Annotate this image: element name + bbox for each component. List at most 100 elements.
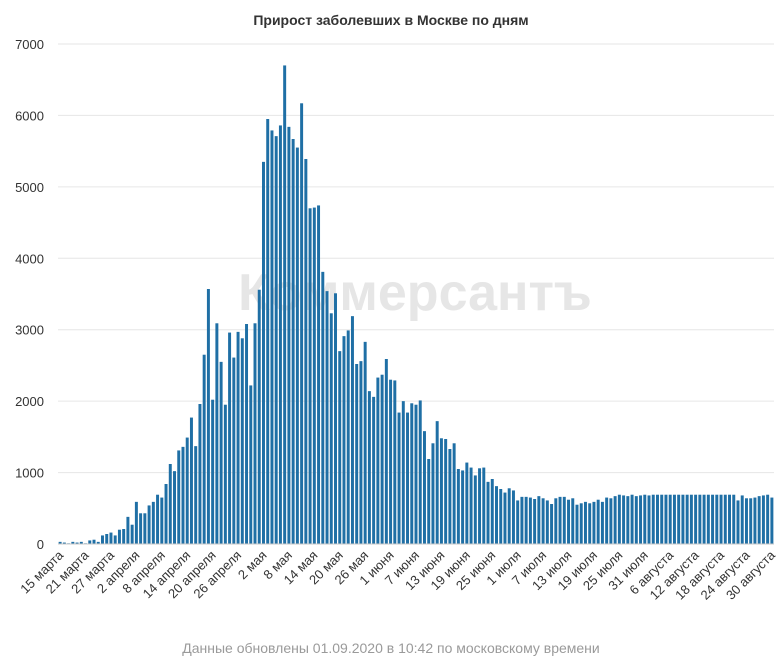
bar[interactable] [359,361,363,544]
bar[interactable] [88,540,92,544]
bar[interactable] [723,494,727,544]
bar[interactable] [528,497,532,544]
bar[interactable] [643,494,647,544]
bar[interactable] [698,494,702,544]
bar[interactable] [304,159,308,544]
bar[interactable] [744,498,748,544]
bar[interactable] [312,207,316,544]
bar[interactable] [223,404,227,544]
bar[interactable] [206,289,210,544]
bar[interactable] [486,481,490,544]
bar[interactable] [689,494,693,544]
bar[interactable] [62,542,66,544]
bar[interactable] [685,494,689,544]
bar[interactable] [105,534,109,544]
bar[interactable] [579,503,583,544]
bar[interactable] [122,529,126,544]
bar[interactable] [130,524,134,544]
bar[interactable] [177,450,181,544]
bar[interactable] [732,494,736,544]
bar[interactable] [266,119,270,544]
bar[interactable] [537,496,541,544]
bar[interactable] [367,391,371,544]
bar[interactable] [469,467,473,544]
bar[interactable] [656,494,659,544]
bar[interactable] [363,341,367,544]
bar[interactable] [211,399,215,544]
bar[interactable] [71,541,75,544]
bar[interactable] [728,494,731,544]
bar[interactable] [245,324,249,544]
bar[interactable] [660,494,664,544]
bar[interactable] [694,494,698,544]
bar[interactable] [571,498,575,544]
bar[interactable] [257,289,261,544]
bar[interactable] [75,542,79,544]
bar[interactable] [321,271,325,544]
bar[interactable] [482,467,486,544]
bar[interactable] [761,495,765,544]
bar[interactable] [558,496,562,544]
bar[interactable] [681,494,685,544]
bar[interactable] [198,404,202,544]
bar[interactable] [355,364,359,544]
bar[interactable] [427,459,431,544]
bar[interactable] [715,494,719,544]
bar[interactable] [672,494,676,544]
bar[interactable] [617,494,621,544]
bar[interactable] [651,494,655,544]
bar[interactable] [168,464,172,544]
bar[interactable] [630,494,634,544]
bar[interactable] [317,205,321,544]
bar[interactable] [431,443,435,544]
bar[interactable] [516,500,520,544]
bar[interactable] [622,495,626,544]
bar[interactable] [283,65,287,545]
bar[interactable] [58,541,62,544]
bar[interactable] [372,396,376,544]
bar[interactable] [342,336,346,544]
bar[interactable] [422,431,426,544]
bar[interactable] [461,470,465,544]
bar[interactable] [499,489,503,544]
bar[interactable] [567,499,571,544]
bar[interactable] [101,535,104,544]
bar[interactable] [418,400,422,544]
bar[interactable] [134,501,138,544]
bar[interactable] [736,500,740,544]
bar[interactable] [143,513,147,544]
bar[interactable] [668,494,672,544]
bar[interactable] [393,380,397,544]
bar[interactable] [664,494,668,544]
bar[interactable] [511,490,515,544]
bar[interactable] [435,421,439,544]
bar[interactable] [189,417,193,544]
bar[interactable] [495,486,498,544]
bar[interactable] [194,446,198,544]
bar[interactable] [609,498,613,544]
bar[interactable] [380,374,384,544]
bar[interactable] [113,535,117,544]
bar[interactable] [592,501,596,544]
bar[interactable] [533,499,537,544]
bar[interactable] [274,136,278,544]
bar[interactable] [490,479,494,544]
bar[interactable] [448,449,452,544]
bar[interactable] [173,471,176,544]
bar[interactable] [295,147,299,544]
bar[interactable] [249,385,253,544]
bar[interactable] [92,539,96,544]
bar[interactable] [588,503,592,544]
bar[interactable] [639,495,643,544]
bar[interactable] [240,338,244,544]
bar[interactable] [151,501,155,544]
bar[interactable] [160,497,164,544]
bar[interactable] [401,401,405,544]
bar[interactable] [147,505,151,544]
bar[interactable] [702,494,706,544]
bar[interactable] [164,484,168,544]
bar[interactable] [215,323,219,544]
bar[interactable] [139,513,143,544]
bar[interactable] [554,498,558,544]
bar[interactable] [613,496,617,544]
